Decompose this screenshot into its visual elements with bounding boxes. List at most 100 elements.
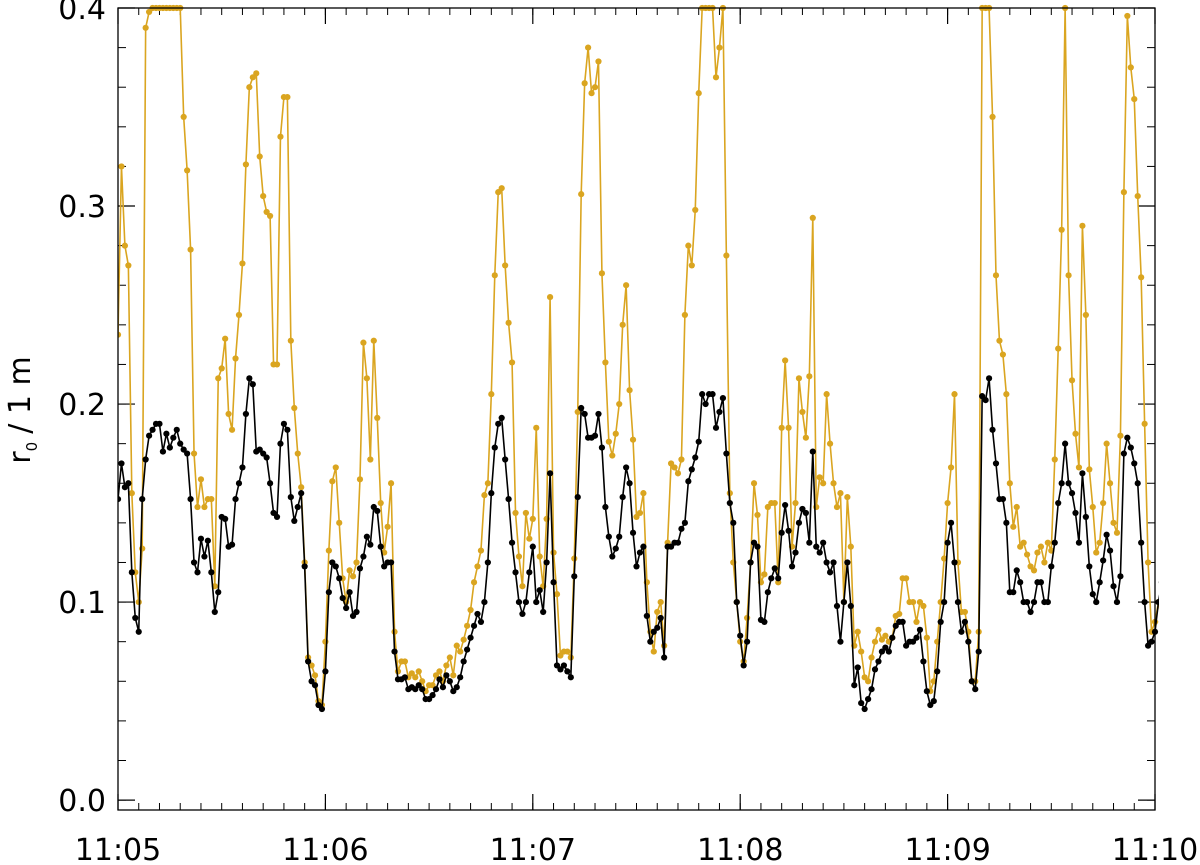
series-0-point: [858, 648, 865, 655]
series-0-point: [284, 94, 291, 101]
series-0-point: [336, 519, 343, 526]
series-1-point: [343, 604, 350, 612]
series-0-point: [1051, 456, 1058, 463]
x-tick-labels: 11:05 11:06 11:07 11:08 11:09 11:10: [75, 833, 1198, 865]
series-1-point: [636, 549, 644, 556]
series-0-point: [865, 678, 872, 685]
series-0-point: [951, 391, 958, 398]
series-0-point: [239, 260, 246, 267]
series-1-point: [785, 527, 792, 534]
y-tick-label: 0.2: [58, 388, 106, 423]
series-0-point: [436, 668, 443, 675]
series-1-point: [1155, 598, 1159, 606]
series-0-point: [923, 634, 930, 641]
series-1-point: [1131, 460, 1138, 467]
series-1-point: [837, 638, 844, 645]
series-1-point: [204, 537, 211, 544]
series-1-point: [972, 686, 979, 693]
series-1-point: [937, 618, 944, 625]
series-0-point: [443, 662, 450, 669]
series-0-point: [1055, 345, 1062, 352]
series-0-point: [1162, 648, 1168, 654]
series-1-point: [591, 432, 599, 439]
series-0-point: [1086, 466, 1093, 473]
series-1-point: [754, 543, 761, 550]
series-1-point: [619, 494, 626, 501]
series-1-point: [332, 563, 339, 570]
y-axis-label-main: r: [3, 451, 38, 464]
series-1-point: [833, 602, 841, 610]
series-layer: [118, 4, 1168, 713]
series-1-point: [505, 496, 512, 503]
series-1-point: [1062, 440, 1069, 447]
series-0-point: [235, 311, 243, 319]
series-0-point: [674, 470, 682, 477]
series-1-point: [989, 426, 996, 433]
series-0-point: [1158, 620, 1159, 623]
series-0-point: [903, 575, 910, 582]
series-0-point: [854, 628, 861, 635]
y-tick-labels: 0.0 0.1 0.2 0.3 0.4: [58, 0, 106, 819]
series-0-point: [778, 424, 785, 431]
series-0-point: [180, 113, 187, 121]
series-0-point: [847, 543, 854, 550]
series-0-point: [681, 311, 688, 319]
series-0-point: [266, 212, 274, 220]
series-1-point: [605, 533, 612, 540]
series-1-point: [764, 589, 771, 596]
series-0-point: [1089, 503, 1096, 511]
series-0-point: [256, 153, 263, 160]
series-0-point: [1144, 559, 1152, 566]
series-0-point: [201, 503, 208, 511]
series-0-point: [1010, 523, 1017, 530]
series-1-point: [1148, 638, 1155, 645]
series-1-point: [1079, 470, 1086, 477]
series-1-point: [336, 575, 343, 582]
series-0-point: [1127, 64, 1134, 71]
series-1-point: [688, 466, 695, 473]
series-0-point: [1024, 551, 1031, 558]
series-1-point: [311, 682, 319, 689]
series-0-point: [799, 408, 806, 416]
series-1-point: [643, 612, 650, 620]
series-0-point: [142, 24, 149, 31]
series-1-point: [581, 410, 588, 418]
series-1-point: [941, 598, 948, 606]
series-1-point: [190, 559, 198, 566]
series-0-point: [533, 424, 540, 431]
series-0-point: [187, 246, 194, 253]
series-1-point: [291, 517, 298, 524]
series-0-point: [744, 614, 751, 622]
series-0-point: [522, 509, 529, 517]
series-1-point: [156, 420, 163, 427]
series-1-point: [526, 569, 533, 576]
series-1-point: [633, 563, 640, 570]
series-1-point: [159, 448, 167, 455]
series-1-point: [930, 697, 937, 705]
y-tick-label: 0.4: [58, 0, 106, 27]
y-axis-label-subscript: 0: [23, 442, 41, 452]
series-0-point: [961, 608, 968, 616]
series-0-point: [896, 610, 903, 618]
series-1-point: [453, 684, 460, 691]
series-1-point: [515, 598, 523, 606]
y-tick-label: 0.0: [58, 784, 106, 819]
series-1-point: [512, 569, 519, 576]
series-0-point: [128, 490, 135, 497]
series-0-point: [754, 511, 761, 519]
series-0-point: [605, 438, 612, 445]
y-tick-label: 0.1: [58, 586, 106, 621]
series-1-point: [301, 563, 308, 570]
series-0-point: [367, 456, 374, 463]
series-1-point: [1065, 480, 1072, 487]
series-1-point: [1127, 444, 1134, 451]
series-0-point: [806, 373, 813, 380]
series-0-point: [1044, 539, 1051, 546]
series-1-point: [1100, 557, 1107, 564]
series-0-point: [311, 672, 319, 679]
series-1-point: [560, 662, 568, 669]
series-1-point: [546, 470, 554, 477]
series-1-point: [1138, 539, 1145, 546]
series-1-point: [889, 634, 896, 641]
series-0-point: [118, 331, 122, 338]
